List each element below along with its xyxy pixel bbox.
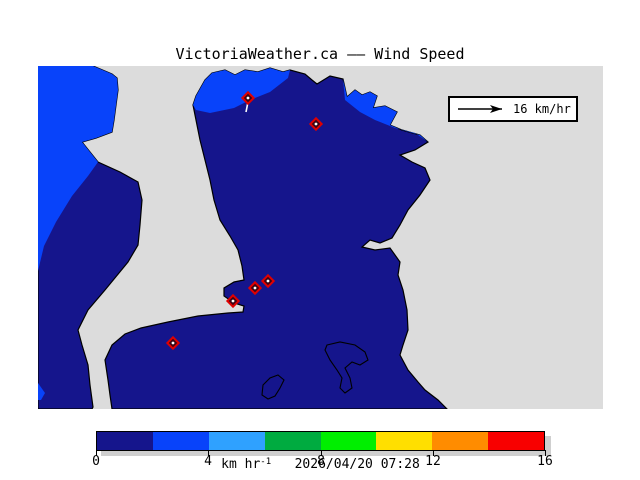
station-dot <box>246 96 250 100</box>
colorbar-tick <box>433 450 434 456</box>
colorbar-segment <box>488 432 544 450</box>
north-tip-wind-contour <box>193 68 290 113</box>
colorbar-segment <box>97 432 153 450</box>
lake-outline-small <box>261 374 285 400</box>
station-dot <box>314 122 318 126</box>
map-canvas <box>38 66 603 409</box>
station-dot <box>266 279 270 283</box>
colorbar-tick-label: 4 <box>204 454 212 469</box>
station-marker[interactable] <box>308 116 324 132</box>
station-marker[interactable] <box>240 90 256 113</box>
colorbar[interactable] <box>96 431 545 451</box>
colorbar-tick <box>208 450 209 456</box>
colorbar-tick-label: 8 <box>317 454 325 469</box>
colorbar-tick <box>321 450 322 456</box>
west-wind-contour-south <box>38 383 45 400</box>
colorbar-tick-label: 12 <box>425 454 441 469</box>
northeast-wind-contour <box>343 79 428 142</box>
wind-speed-map[interactable] <box>38 66 603 409</box>
station-marker[interactable] <box>260 273 276 289</box>
colorbar-unit-exponent: -1 <box>260 457 272 467</box>
colorbar-segment <box>432 432 489 450</box>
colorbar-segment <box>264 432 321 450</box>
colorbar-segment <box>320 432 377 450</box>
legend-label: 16 km/hr <box>513 102 571 116</box>
colorbar-segment <box>376 432 433 450</box>
colorbar-tick <box>96 450 97 456</box>
station-dot <box>231 299 235 303</box>
station-marker[interactable] <box>247 280 263 296</box>
colorbar-caption: km hr-1 2026/04/20 07:28 <box>96 457 545 472</box>
page-title: VictoriaWeather.ca —— Wind Speed <box>175 45 465 63</box>
station-dot <box>253 286 257 290</box>
colorbar-segment <box>208 432 265 450</box>
station-marker[interactable] <box>225 293 241 309</box>
colorbar-unit: km hr-1 <box>221 457 272 472</box>
colorbar-datetime: 2026/04/20 07:28 <box>294 457 420 472</box>
west-wind-contour <box>38 66 118 271</box>
station-dot <box>171 341 175 345</box>
station-marker[interactable] <box>165 335 181 351</box>
colorbar-tick-label: 0 <box>92 454 100 469</box>
wind-scale-legend: 16 km/hr <box>448 96 578 122</box>
right-arrow-icon <box>458 105 502 113</box>
colorbar-segment <box>152 432 209 450</box>
colorbar-tick <box>545 450 546 456</box>
colorbar-tick-label: 16 <box>537 454 553 469</box>
lake-outline-large <box>324 341 369 394</box>
